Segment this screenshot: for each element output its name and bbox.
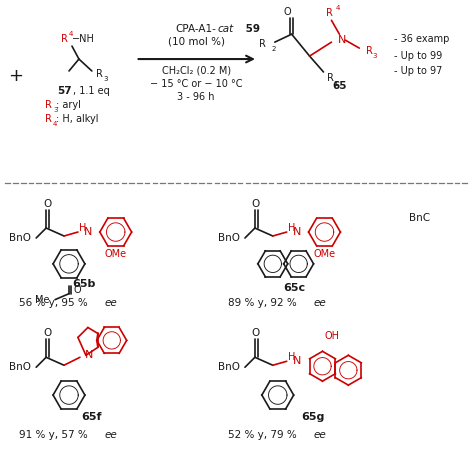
Text: CH₂Cl₂ (0.2 M): CH₂Cl₂ (0.2 M): [162, 66, 231, 76]
Text: BnO: BnO: [9, 233, 31, 243]
Text: O: O: [43, 199, 51, 209]
Text: O: O: [252, 328, 260, 338]
Text: 3: 3: [53, 107, 57, 113]
Text: 65b: 65b: [72, 279, 96, 289]
Text: 65f: 65f: [82, 412, 102, 422]
Text: O: O: [74, 285, 82, 295]
Text: 56 % y, 95 %: 56 % y, 95 %: [19, 298, 91, 308]
Text: 2: 2: [272, 46, 276, 52]
Text: ee: ee: [105, 298, 118, 308]
Text: H: H: [288, 352, 295, 362]
Text: 1: 1: [333, 81, 337, 87]
Text: Me: Me: [35, 295, 49, 305]
Text: 3: 3: [372, 53, 376, 59]
Text: N: N: [337, 35, 346, 45]
Text: 65c: 65c: [283, 283, 306, 293]
Text: R: R: [259, 39, 266, 49]
Text: OH: OH: [325, 331, 340, 341]
Text: 59: 59: [242, 24, 260, 34]
Text: 4: 4: [69, 31, 73, 37]
Text: R: R: [328, 73, 334, 83]
Text: ee: ee: [105, 430, 118, 440]
Text: - Up to 99: - Up to 99: [394, 51, 442, 61]
Text: N: N: [85, 350, 93, 360]
Text: ee: ee: [313, 430, 326, 440]
Text: OMe: OMe: [313, 249, 336, 259]
Text: ee: ee: [313, 298, 326, 308]
Text: O: O: [252, 199, 260, 209]
Text: 4: 4: [53, 121, 57, 127]
Text: R: R: [45, 114, 52, 124]
Text: : H, alkyl: : H, alkyl: [56, 114, 99, 124]
Text: N: N: [292, 227, 301, 237]
Text: BnC: BnC: [409, 213, 430, 223]
Text: - Up to 97: - Up to 97: [394, 66, 442, 76]
Text: H: H: [79, 223, 87, 233]
Text: 65g: 65g: [301, 412, 324, 422]
Text: N: N: [84, 227, 92, 237]
Text: cat: cat: [218, 24, 234, 34]
Text: 91 % y, 57 %: 91 % y, 57 %: [19, 430, 91, 440]
Text: 52 % y, 79 %: 52 % y, 79 %: [228, 430, 300, 440]
Text: BnO: BnO: [218, 362, 240, 372]
Text: − 15 °C or − 10 °C: − 15 °C or − 10 °C: [150, 79, 243, 89]
Text: R: R: [366, 46, 373, 56]
Text: R: R: [96, 69, 103, 79]
Text: −NH: −NH: [72, 34, 95, 44]
Text: R: R: [61, 34, 68, 44]
Text: O: O: [43, 328, 51, 338]
Text: H: H: [288, 223, 295, 233]
Text: CPA-A1-: CPA-A1-: [176, 24, 217, 34]
Text: N: N: [292, 356, 301, 366]
Text: (10 mol %): (10 mol %): [168, 36, 225, 46]
Text: R: R: [45, 100, 52, 110]
Text: 4: 4: [335, 5, 339, 11]
Text: O: O: [284, 7, 292, 18]
Text: R: R: [326, 9, 333, 18]
Text: OMe: OMe: [105, 249, 127, 259]
Text: 57: 57: [57, 86, 72, 96]
Text: , 1.1 eq: , 1.1 eq: [73, 86, 109, 96]
Text: 65: 65: [332, 81, 346, 91]
Text: 3: 3: [104, 76, 108, 82]
Text: - 36 examp: - 36 examp: [394, 34, 449, 44]
Text: BnO: BnO: [218, 233, 240, 243]
Text: 89 % y, 92 %: 89 % y, 92 %: [228, 298, 300, 308]
Text: : aryl: : aryl: [56, 100, 81, 110]
Text: 3 - 96 h: 3 - 96 h: [177, 92, 215, 102]
Text: +: +: [8, 67, 23, 85]
Text: BnO: BnO: [9, 362, 31, 372]
